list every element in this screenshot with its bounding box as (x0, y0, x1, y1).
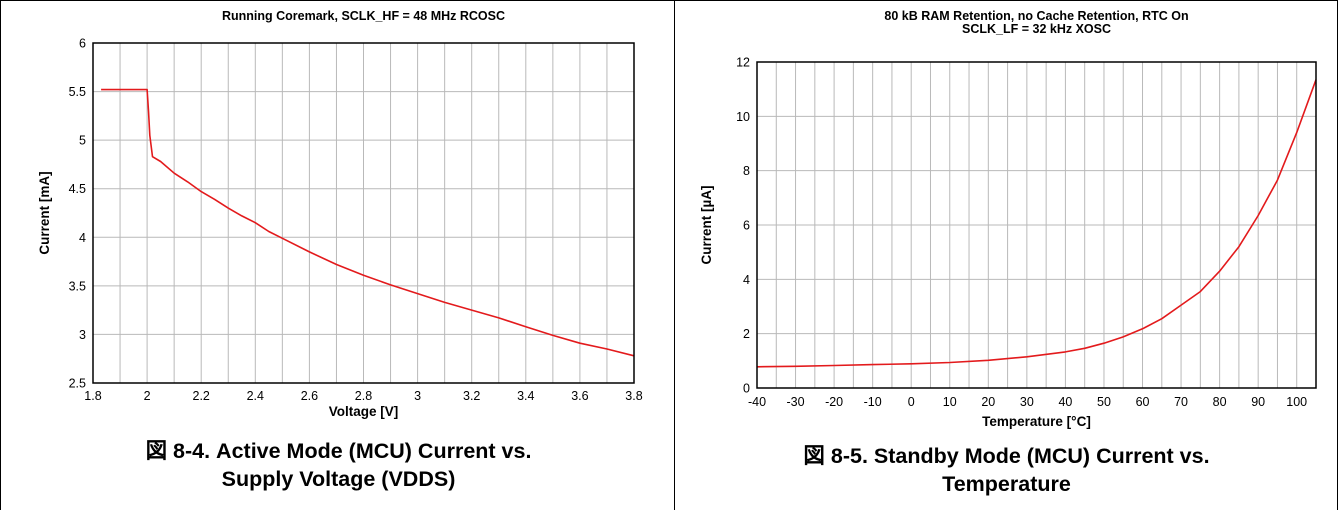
x-tick-label: -10 (864, 395, 882, 409)
y-axis-label: Current [µA] (699, 185, 714, 264)
x-tick-label: 3.2 (463, 389, 480, 403)
y-tick-label: 2 (743, 327, 750, 341)
x-tick-label: 2.6 (301, 389, 318, 403)
x-tick-label: 20 (981, 395, 995, 409)
y-tick-label: 6 (79, 37, 86, 51)
x-tick-label: 0 (908, 395, 915, 409)
figure-caption: 図 8-5. Standby Mode (MCU) Current vs. Te… (675, 442, 1338, 498)
y-tick-label: 4 (79, 231, 86, 245)
x-tick-label: -20 (825, 395, 843, 409)
x-tick-label: 3.4 (517, 389, 534, 403)
y-tick-label: 5 (79, 134, 86, 148)
y-tick-label: 8 (743, 164, 750, 178)
chart-standby-mode-current: 80 kB RAM Retention, no Cache Retention,… (699, 9, 1317, 429)
x-tick-label: 1.8 (84, 389, 101, 403)
x-tick-label: 3.6 (571, 389, 588, 403)
chart-active-mode-current: Running Coremark, SCLK_HF = 48 MHz RCOSC… (37, 9, 643, 419)
x-tick-label: 100 (1286, 395, 1307, 409)
y-tick-label: 12 (736, 56, 750, 70)
x-tick-label: 3.8 (625, 389, 642, 403)
caption-line-1: 図 8-4. Active Mode (MCU) Current vs. (145, 439, 532, 463)
x-tick-label: 40 (1058, 395, 1072, 409)
x-tick-label: 80 (1213, 395, 1227, 409)
series-line-0 (101, 88, 635, 357)
x-tick-label: 3 (414, 389, 421, 403)
x-tick-label: -30 (787, 395, 805, 409)
x-tick-label: 2.8 (355, 389, 372, 403)
y-tick-label: 6 (743, 219, 750, 233)
plot-frame (92, 42, 635, 384)
x-tick-label: 2 (144, 389, 151, 403)
x-axis-label: Voltage [V] (329, 404, 399, 419)
x-tick-label: 70 (1174, 395, 1188, 409)
y-tick-label: 3.5 (69, 279, 86, 293)
x-tick-label: 50 (1097, 395, 1111, 409)
caption-line-1: 図 8-5. Standby Mode (MCU) Current vs. (803, 444, 1210, 468)
x-tick-label: 60 (1136, 395, 1150, 409)
caption-line-2: Temperature (942, 472, 1071, 496)
y-tick-label: 10 (736, 110, 750, 124)
panel-top-rule (1, 0, 674, 1)
series-line-0 (756, 79, 1317, 368)
x-tick-label: 2.2 (193, 389, 210, 403)
panel-top-rule (675, 0, 1337, 1)
x-tick-label: 10 (943, 395, 957, 409)
x-tick-label: 2.4 (247, 389, 264, 403)
x-tick-label: 90 (1251, 395, 1265, 409)
y-tick-label: 5.5 (69, 85, 86, 99)
chart-title: Running Coremark, SCLK_HF = 48 MHz RCOSC (222, 9, 505, 23)
y-tick-label: 3 (79, 328, 86, 342)
figure-panel-active-mode: Running Coremark, SCLK_HF = 48 MHz RCOSC… (0, 0, 675, 510)
figure-caption: 図 8-4. Active Mode (MCU) Current vs. Sup… (1, 437, 676, 493)
y-tick-label: 2.5 (69, 377, 86, 391)
x-tick-label: -40 (748, 395, 766, 409)
y-axis-label: Current [mA] (37, 171, 52, 254)
y-tick-label: 0 (743, 382, 750, 396)
plot-frame (756, 61, 1317, 389)
y-tick-label: 4.5 (69, 182, 86, 196)
caption-line-2: Supply Voltage (VDDS) (221, 467, 456, 491)
y-tick-label: 4 (743, 273, 750, 287)
x-tick-label: 30 (1020, 395, 1034, 409)
figure-panel-standby-mode: 80 kB RAM Retention, no Cache Retention,… (675, 0, 1338, 510)
chart-title: 80 kB RAM Retention, no Cache Retention,… (884, 9, 1188, 23)
chart-title: SCLK_LF = 32 kHz XOSC (962, 22, 1111, 36)
x-axis-label: Temperature [°C] (982, 414, 1091, 429)
